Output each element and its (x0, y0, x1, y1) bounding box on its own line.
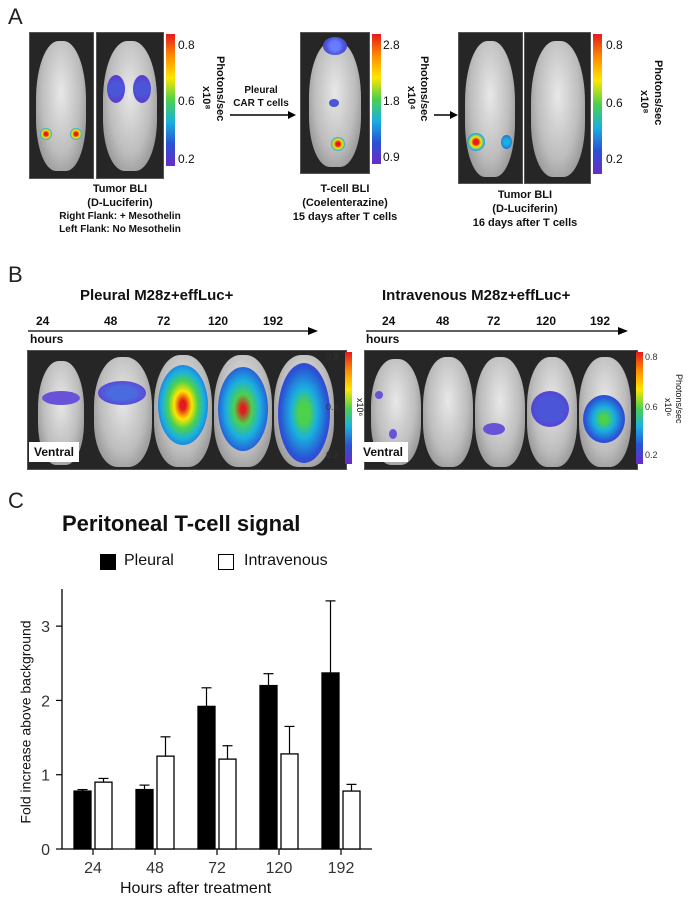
panel-letter-b: B (8, 262, 23, 287)
x-tick-label: 72 (208, 860, 226, 877)
ventral-label-right: Ventral (358, 442, 409, 462)
legend-label-intravenous: Intravenous (244, 552, 328, 569)
caption-a-mid-2: (Coelenterazine) (302, 197, 388, 209)
y-tick-label: 3 (41, 619, 50, 636)
bar-intravenous-24 (94, 781, 113, 850)
panel-b-left-title: Pleural M28z+effLuc+ (80, 287, 234, 304)
caption-a-left-2: (D-Luciferin) (87, 197, 153, 209)
tumor-bli-image-1 (29, 32, 94, 179)
tick-a-mid-2: 1.8 (383, 94, 400, 108)
colorbar-a-left (166, 34, 175, 166)
tumor-bli-image-3 (458, 32, 523, 184)
caption-a-mid-1: T-cell BLI (320, 183, 370, 195)
x-tick-label: 192 (328, 860, 355, 877)
mult-a-left: x10⁸ (200, 86, 212, 110)
tick-a-mid-1: 2.8 (383, 38, 400, 52)
tick-a-right-1: 0.8 (606, 38, 623, 52)
y-tick-label: 2 (41, 693, 50, 710)
arrow-label-2: CAR T cells (233, 98, 289, 109)
mult-b-right: x10⁶ (663, 398, 673, 417)
bar-intravenous-72 (218, 758, 237, 850)
bar-pleural-120 (259, 684, 278, 850)
colorbar-a-middle (372, 34, 381, 164)
tick-a-right-3: 0.2 (606, 152, 623, 166)
y-tick-label: 0 (41, 842, 50, 859)
colorbar-b-left (345, 352, 352, 464)
tick-a-mid-3: 0.9 (383, 150, 400, 164)
tick-b-right-2: 0.6 (645, 402, 658, 412)
panel-letter-c: C (8, 488, 24, 513)
tl-left-72: 72 (157, 314, 171, 328)
tl-right-24: 24 (382, 314, 396, 328)
tumor-bli-image-4 (524, 32, 591, 184)
tl-right-48: 48 (436, 314, 450, 328)
tick-b-left-2: 0.6 (326, 402, 339, 412)
caption-a-left-4: Left Flank: No Mesothelin (59, 224, 181, 235)
chart-title: Peritoneal T-cell signal (62, 511, 301, 536)
ventral-label-left: Ventral (29, 442, 80, 462)
tl-left-48: 48 (104, 314, 118, 328)
arrow-1 (230, 111, 296, 119)
bar-intravenous-48 (156, 755, 175, 850)
caption-a-left-3: Right Flank: + Mesothelin (59, 211, 181, 222)
unit-b-right: Photons/sec (674, 374, 684, 424)
tl-left-120: 120 (208, 314, 229, 328)
unit-a-mid: Photons/sec (418, 56, 430, 122)
tl-left-hours: hours (30, 332, 64, 346)
tcell-bli-image (300, 32, 370, 174)
panel-b-right-title: Intravenous M28z+effLuc+ (382, 287, 571, 304)
y-tick-label: 1 (41, 768, 50, 785)
mult-b-left: x10⁶ (355, 398, 365, 417)
arrow-2 (434, 111, 458, 119)
x-tick-label: 24 (84, 860, 102, 877)
caption-a-mid-3: 15 days after T cells (292, 211, 398, 223)
bar-pleural-192 (321, 672, 340, 850)
legend-swatch-intravenous (218, 554, 234, 570)
tick-b-right-1: 0.8 (645, 352, 658, 362)
unit-a-right: Photons/sec (652, 60, 664, 126)
bar-pleural-72 (197, 705, 216, 850)
arrow-label-1: Pleural (244, 85, 278, 96)
tl-right-120: 120 (536, 314, 557, 328)
x-tick-label: 48 (146, 860, 164, 877)
legend-label-pleural: Pleural (124, 552, 174, 569)
tick-a-left-3: 0.2 (178, 152, 195, 166)
tick-b-left-1: 0.8 (326, 352, 339, 362)
bar-pleural-48 (135, 788, 154, 850)
x-axis-label: Hours after treatment (120, 880, 272, 897)
timeline-right-arrow (366, 327, 628, 335)
colorbar-a-right (593, 34, 602, 174)
mult-a-right: x10⁸ (638, 90, 650, 114)
bar-intravenous-192 (342, 790, 361, 850)
colorbar-b-right (636, 352, 643, 464)
tick-a-right-2: 0.6 (606, 96, 623, 110)
tl-right-192: 192 (590, 314, 611, 328)
bar-pleural-24 (73, 790, 92, 850)
mult-a-mid: x10⁴ (405, 86, 417, 110)
caption-a-right-3: 16 days after T cells (472, 217, 578, 229)
legend-swatch-pleural (100, 554, 116, 570)
panel-letter-a: A (8, 4, 23, 29)
tick-b-left-3: 0.2 (326, 450, 339, 460)
tick-b-right-3: 0.2 (645, 450, 658, 460)
bar-intravenous-120 (280, 753, 299, 850)
caption-a-right-2: (D-Luciferin) (492, 203, 558, 215)
pleural-image-strip (27, 350, 347, 470)
tl-left-192: 192 (263, 314, 284, 328)
tumor-bli-image-2 (96, 32, 164, 179)
tl-right-hours: hours (366, 332, 400, 346)
tl-left-24: 24 (36, 314, 50, 328)
caption-a-left-1: Tumor BLI (92, 183, 148, 195)
timeline-left-arrow (28, 327, 318, 335)
caption-a-right-1: Tumor BLI (497, 189, 553, 201)
tick-a-left-2: 0.6 (178, 94, 195, 108)
x-tick-label: 120 (266, 860, 293, 877)
tl-right-72: 72 (487, 314, 501, 328)
tick-a-left-1: 0.8 (178, 38, 195, 52)
unit-a-left: Photons/sec (214, 56, 226, 122)
